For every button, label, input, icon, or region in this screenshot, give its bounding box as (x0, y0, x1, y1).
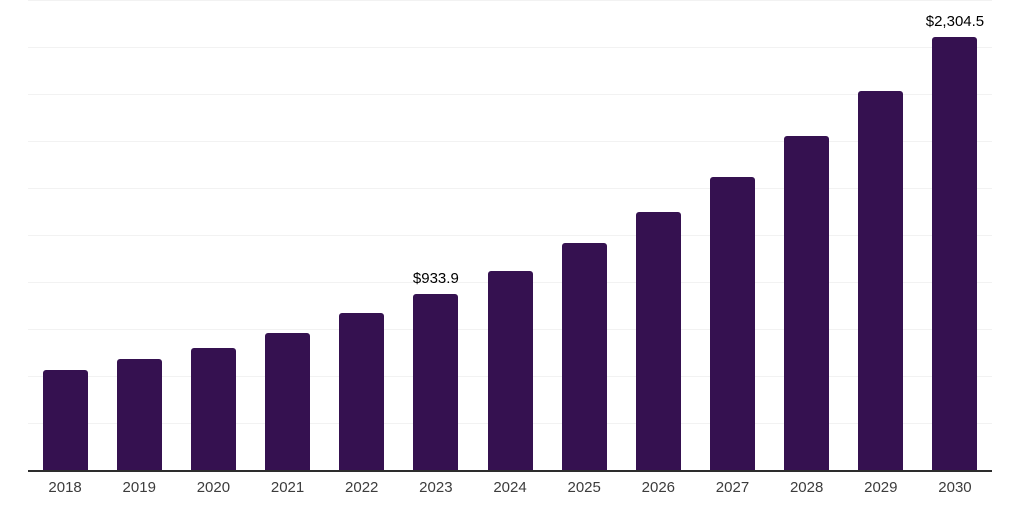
bar-2019 (116, 359, 162, 470)
bar-2027 (709, 177, 755, 470)
value-label-2030: $2,304.5 (925, 13, 985, 30)
bars-row: $933.9 $2,304.5 (28, 0, 992, 470)
bar-2026 (635, 212, 681, 470)
bar-2028 (784, 136, 830, 470)
bar-column-2021 (250, 333, 324, 470)
bar-column-2019 (102, 359, 176, 470)
bar-column-2029 (844, 91, 918, 470)
bar-2020 (190, 348, 236, 470)
x-tick-label-2025: 2025 (567, 479, 601, 496)
bar-column-2023: $933.9 (399, 270, 473, 470)
x-tick-label-2024: 2024 (493, 479, 527, 496)
bar-column-2024 (473, 271, 547, 470)
bar-2024 (487, 271, 533, 470)
x-tick-label-2021: 2021 (270, 479, 305, 496)
x-axis-tick-labels: 2018 2019 2020 2021 2022 2023 2024 2025 2026 2027… (28, 478, 992, 498)
x-tick-label-2030: 2030 (938, 479, 972, 496)
x-tick-label-2028: 2028 (789, 479, 824, 496)
bar-2029 (858, 91, 904, 470)
bar-2018 (42, 370, 88, 470)
x-tick-label-2026: 2026 (641, 479, 676, 496)
value-label-2023: $933.9 (412, 270, 459, 287)
x-tick-label-2022: 2022 (345, 479, 379, 496)
x-tick-label-2029: 2029 (864, 479, 898, 496)
bar-column-2025 (547, 243, 621, 470)
bar-2023 (413, 294, 459, 470)
x-tick-label-2027: 2027 (715, 479, 750, 496)
bar-column-2027 (695, 177, 769, 470)
bar-2021 (265, 333, 311, 470)
x-tick-label-2019: 2019 (122, 479, 156, 496)
x-tick-label-2020: 2020 (196, 479, 231, 496)
bar-column-2030: $2,304.5 (918, 13, 992, 470)
bar-column-2028 (770, 136, 844, 470)
bar-2025 (561, 243, 607, 470)
bar-column-2020 (176, 348, 250, 470)
x-tick-label-2023: 2023 (419, 479, 453, 496)
bar-column-2018 (28, 370, 102, 470)
bar-column-2022 (325, 313, 399, 470)
bar-2030 (932, 37, 978, 470)
bar-column-2026 (621, 212, 695, 470)
bar-2022 (339, 313, 385, 470)
plot-area: $933.9 $2,304.5 (28, 0, 992, 472)
x-tick-label-2018: 2018 (48, 479, 82, 496)
